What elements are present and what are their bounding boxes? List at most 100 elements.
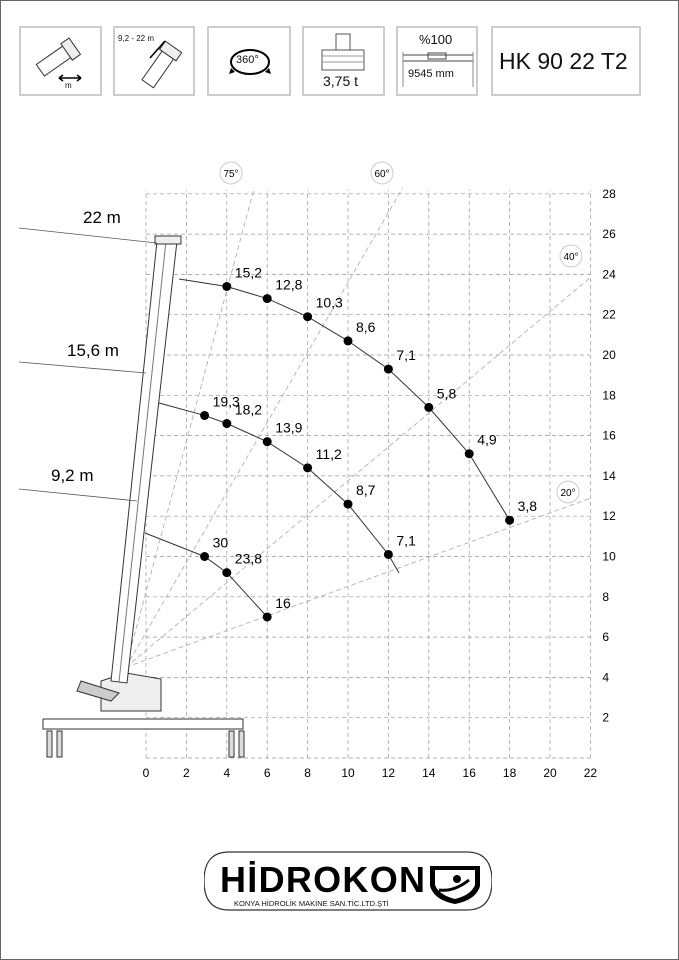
header-box-rotation: 360° bbox=[207, 26, 291, 96]
header-box-weight: 3,75 t bbox=[302, 26, 385, 96]
x-tick-label: 22 bbox=[584, 766, 598, 780]
rotation-360-icon bbox=[229, 49, 271, 75]
boom-length-leader bbox=[18, 227, 158, 244]
load-point bbox=[303, 463, 313, 473]
angle-line bbox=[125, 187, 404, 668]
angle-line bbox=[125, 497, 591, 668]
load-value-label: 7,1 bbox=[396, 532, 416, 548]
boom-length-icon bbox=[141, 40, 183, 89]
outrigger-span-label: 9545 mm bbox=[408, 68, 454, 80]
x-tick-label: 20 bbox=[543, 766, 557, 780]
load-point bbox=[303, 312, 313, 322]
load-value-label: 16 bbox=[275, 595, 291, 611]
angle-label: 40° bbox=[563, 252, 578, 263]
load-value-label: 19,3 bbox=[213, 393, 240, 409]
angle-label-badge bbox=[370, 161, 394, 185]
boom-length-label: 22 m bbox=[83, 208, 121, 227]
svg-text:HİDROKON: HİDROKON bbox=[220, 859, 425, 900]
x-tick-label: 14 bbox=[422, 766, 436, 780]
model-name: HK 90 22 T2 bbox=[499, 48, 628, 74]
rotation-label: 360° bbox=[236, 54, 259, 66]
angle-line bbox=[125, 187, 255, 668]
load-value-label: 12,8 bbox=[275, 277, 302, 293]
load-curve bbox=[178, 278, 514, 524]
x-tick-label: 4 bbox=[223, 766, 230, 780]
crane-boom bbox=[110, 240, 178, 684]
weight-label: 3,75 t bbox=[323, 73, 359, 89]
load-point bbox=[424, 402, 434, 412]
outrigger-span-icon bbox=[402, 52, 474, 87]
load-point bbox=[383, 364, 393, 374]
crane-boom-section bbox=[118, 240, 167, 683]
angle-label: 60° bbox=[374, 169, 389, 180]
load-point bbox=[464, 449, 474, 459]
angle-label-badge bbox=[219, 161, 243, 185]
x-tick-label: 8 bbox=[304, 766, 311, 780]
hidrokon-logo: HİDROKON KONYA HİDROLİK MAKİNE SAN.TİC.L… bbox=[203, 850, 493, 912]
y-tick-label: 4 bbox=[602, 670, 609, 684]
x-tick-label: 0 bbox=[143, 766, 150, 780]
x-tick-label: 12 bbox=[382, 766, 396, 780]
load-value-label: 15,2 bbox=[235, 264, 262, 280]
crane-outrigger-beam bbox=[42, 718, 244, 730]
boom-length-leader bbox=[18, 488, 138, 502]
y-tick-label: 16 bbox=[602, 429, 616, 443]
header-box-boom-length: 9,2 - 22 m bbox=[113, 26, 195, 96]
angle-line bbox=[125, 277, 591, 668]
angle-label: 75° bbox=[223, 169, 238, 180]
crane-outrigger-leg bbox=[46, 730, 53, 758]
load-point bbox=[222, 281, 232, 291]
load-value-label: 3,8 bbox=[518, 498, 538, 514]
company-subtitle: KONYA HİDROLİK MAKİNE SAN.TİC.LTD.ŞTİ bbox=[234, 899, 389, 908]
header-box-model: HK 90 22 T2 bbox=[491, 26, 641, 96]
load-value-label: 18,2 bbox=[235, 402, 262, 418]
load-curve bbox=[144, 532, 268, 620]
load-point bbox=[383, 549, 393, 559]
x-tick-label: 18 bbox=[503, 766, 517, 780]
crane-boom-head bbox=[154, 235, 182, 245]
load-point bbox=[222, 568, 232, 578]
load-value-label: 8,6 bbox=[356, 319, 376, 335]
boom-length-label: 9,2 - 22 m bbox=[118, 34, 155, 43]
load-value-label: 13,9 bbox=[275, 420, 302, 436]
boom-length-label: 15,6 m bbox=[67, 341, 119, 360]
boom-length-label: 9,2 m bbox=[51, 466, 94, 485]
load-value-label: 11,2 bbox=[316, 446, 342, 462]
y-tick-label: 22 bbox=[602, 308, 616, 322]
y-tick-label: 18 bbox=[602, 388, 616, 402]
boom-extension-label: m bbox=[65, 81, 72, 90]
crane-outrigger-leg bbox=[238, 730, 245, 758]
load-point bbox=[262, 294, 272, 304]
y-tick-label: 28 bbox=[602, 187, 616, 201]
y-tick-label: 6 bbox=[602, 630, 609, 644]
y-tick-label: 2 bbox=[602, 711, 609, 725]
load-point bbox=[222, 419, 232, 429]
load-value-label: 23,8 bbox=[235, 551, 262, 567]
y-tick-label: 12 bbox=[602, 509, 616, 523]
x-tick-label: 6 bbox=[264, 766, 271, 780]
angle-label-badge bbox=[559, 244, 583, 268]
load-value-label: 30 bbox=[213, 535, 229, 551]
load-point bbox=[343, 336, 353, 346]
load-point bbox=[505, 515, 515, 525]
x-tick-label: 10 bbox=[341, 766, 355, 780]
load-point bbox=[343, 499, 353, 509]
header-box-outrigger: %100 9545 mm bbox=[396, 26, 478, 96]
crane-lift-cylinder bbox=[76, 680, 120, 702]
y-tick-label: 8 bbox=[602, 590, 609, 604]
crane-outrigger-leg bbox=[56, 730, 63, 758]
boom-extension-icon bbox=[35, 37, 82, 82]
x-tick-label: 16 bbox=[463, 766, 477, 780]
load-value-label: 8,7 bbox=[356, 482, 376, 498]
crane-base bbox=[100, 672, 162, 712]
y-tick-label: 26 bbox=[602, 227, 616, 241]
angle-label-badge bbox=[556, 480, 580, 504]
load-point bbox=[262, 437, 272, 447]
load-value-label: 10,3 bbox=[316, 295, 343, 311]
weight-icon bbox=[321, 33, 365, 71]
load-value-label: 5,8 bbox=[437, 385, 457, 401]
load-point bbox=[200, 552, 210, 561]
angle-label: 20° bbox=[560, 488, 575, 499]
